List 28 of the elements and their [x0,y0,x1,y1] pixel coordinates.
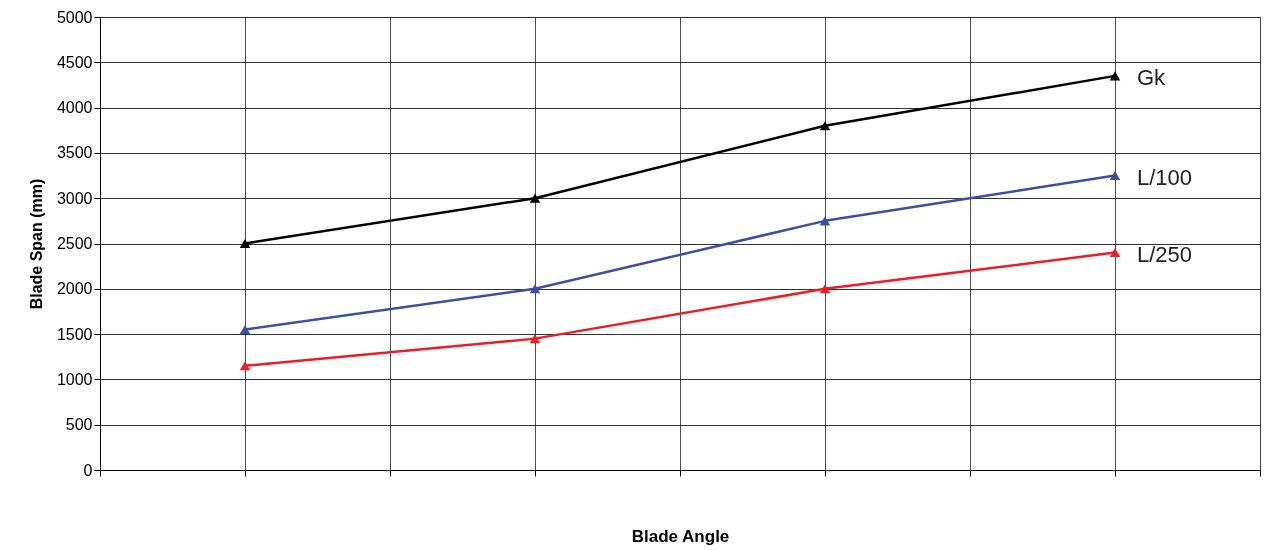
point [819,216,831,226]
series-label: L/250 [1137,241,1193,267]
x-axis-title: Blade Angle [631,527,730,546]
series-label: L/100 [1137,164,1193,190]
y-tick-label: 500 [65,416,93,434]
y-tick-label: 1500 [56,325,93,343]
point [1109,248,1121,258]
y-tick-label: 3500 [56,144,93,162]
point [1109,71,1121,81]
point [529,334,541,344]
series-label: Gk [1137,64,1167,90]
y-tick-label: 4500 [56,53,93,71]
point [529,193,541,203]
point [819,284,831,294]
point [819,121,831,131]
y-tick-label: 0 [83,461,93,479]
y-tick-label: 2500 [56,235,93,252]
point [239,238,251,249]
y-tick-label: 1000 [56,370,93,388]
y-tick-label: 4000 [56,99,93,117]
y-tick-label: 2000 [56,280,93,298]
point [239,361,251,371]
y-axis-title: Blade Span (mm) [27,178,45,310]
point [529,284,541,294]
point [239,325,251,335]
point [1109,171,1121,181]
y-tick-label: 5000 [56,8,93,26]
y-tick-label: 3000 [56,189,93,207]
